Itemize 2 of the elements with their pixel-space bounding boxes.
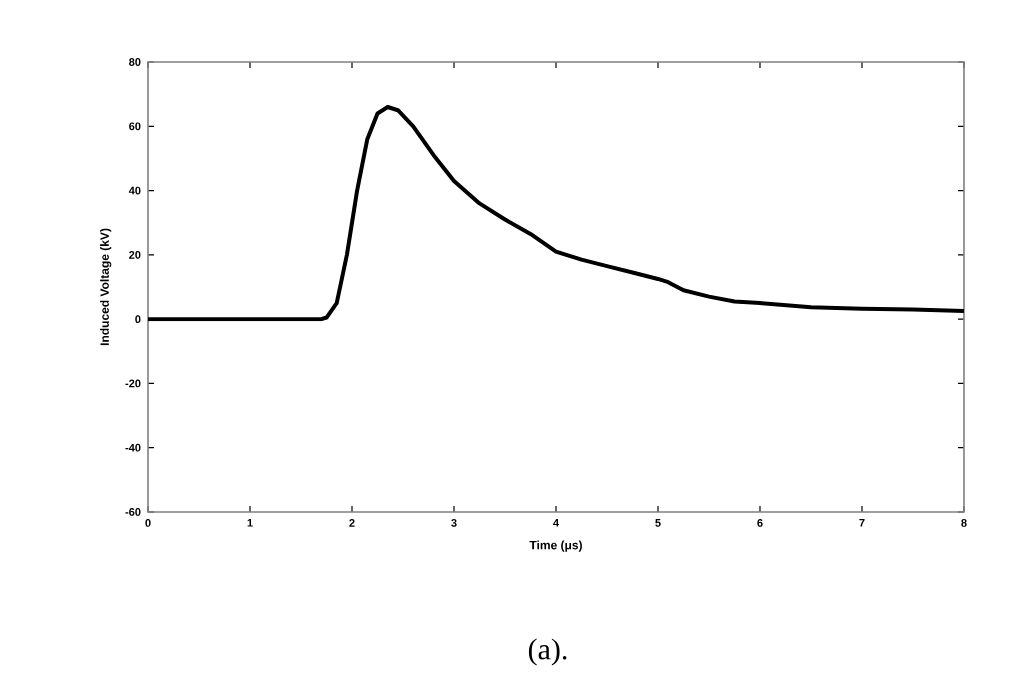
- line-series: [148, 105, 964, 322]
- text: (a).: [528, 638, 567, 666]
